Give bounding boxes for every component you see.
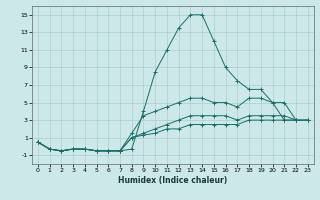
X-axis label: Humidex (Indice chaleur): Humidex (Indice chaleur) [118, 176, 228, 185]
